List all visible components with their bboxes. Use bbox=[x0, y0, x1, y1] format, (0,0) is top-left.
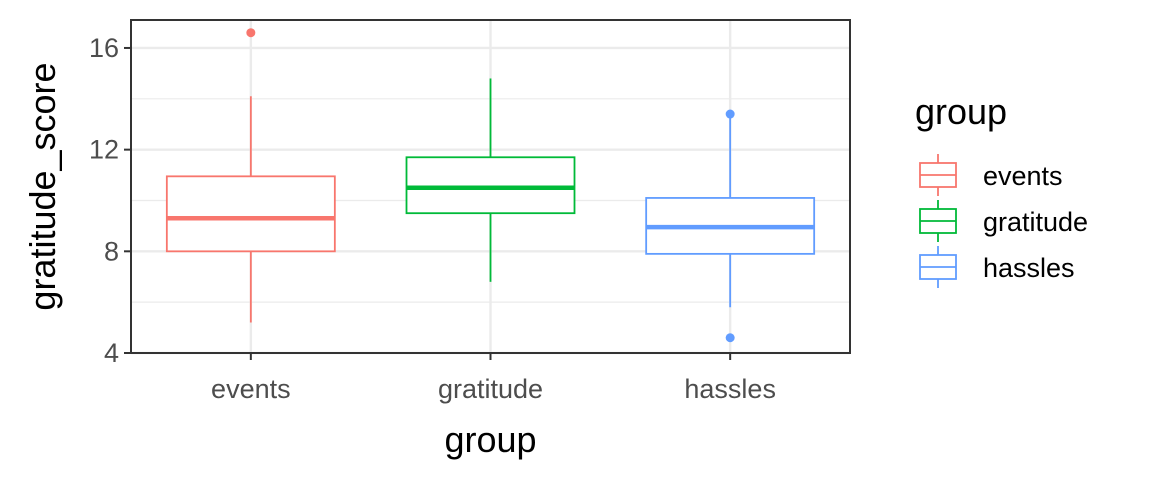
legend-title: group bbox=[915, 91, 1007, 132]
y-tick-label: 8 bbox=[104, 236, 119, 266]
box-gratitude bbox=[405, 78, 576, 282]
box-hassles bbox=[645, 109, 816, 343]
y-tick-label: 4 bbox=[104, 338, 119, 368]
legend-item-events: events bbox=[919, 154, 1063, 196]
x-axis-title: group bbox=[444, 419, 536, 460]
legend-label: events bbox=[983, 161, 1063, 191]
y-tick-label: 12 bbox=[89, 135, 119, 165]
legend-label: hassles bbox=[983, 253, 1075, 283]
outlier-point bbox=[725, 333, 735, 343]
x-tick-label: events bbox=[211, 374, 291, 404]
legend-item-gratitude: gratitude bbox=[919, 200, 1088, 242]
box-iqr bbox=[405, 156, 576, 215]
marks-layer bbox=[165, 28, 816, 343]
legend-item-hassles: hassles bbox=[919, 246, 1075, 288]
box-events bbox=[165, 28, 336, 323]
y-axis-title: gratitude_score bbox=[22, 62, 63, 310]
outlier-point bbox=[246, 28, 256, 38]
axis-layer: 4 8 12 16 events gratitude hassles bbox=[89, 33, 776, 404]
x-tick-label: hassles bbox=[684, 374, 776, 404]
outlier-point bbox=[725, 109, 735, 119]
x-tick-label: gratitude bbox=[438, 374, 543, 404]
legend: events gratitude hassles bbox=[919, 154, 1088, 288]
legend-label: gratitude bbox=[983, 207, 1088, 237]
y-tick-label: 16 bbox=[89, 33, 119, 63]
box-iqr bbox=[165, 175, 336, 253]
